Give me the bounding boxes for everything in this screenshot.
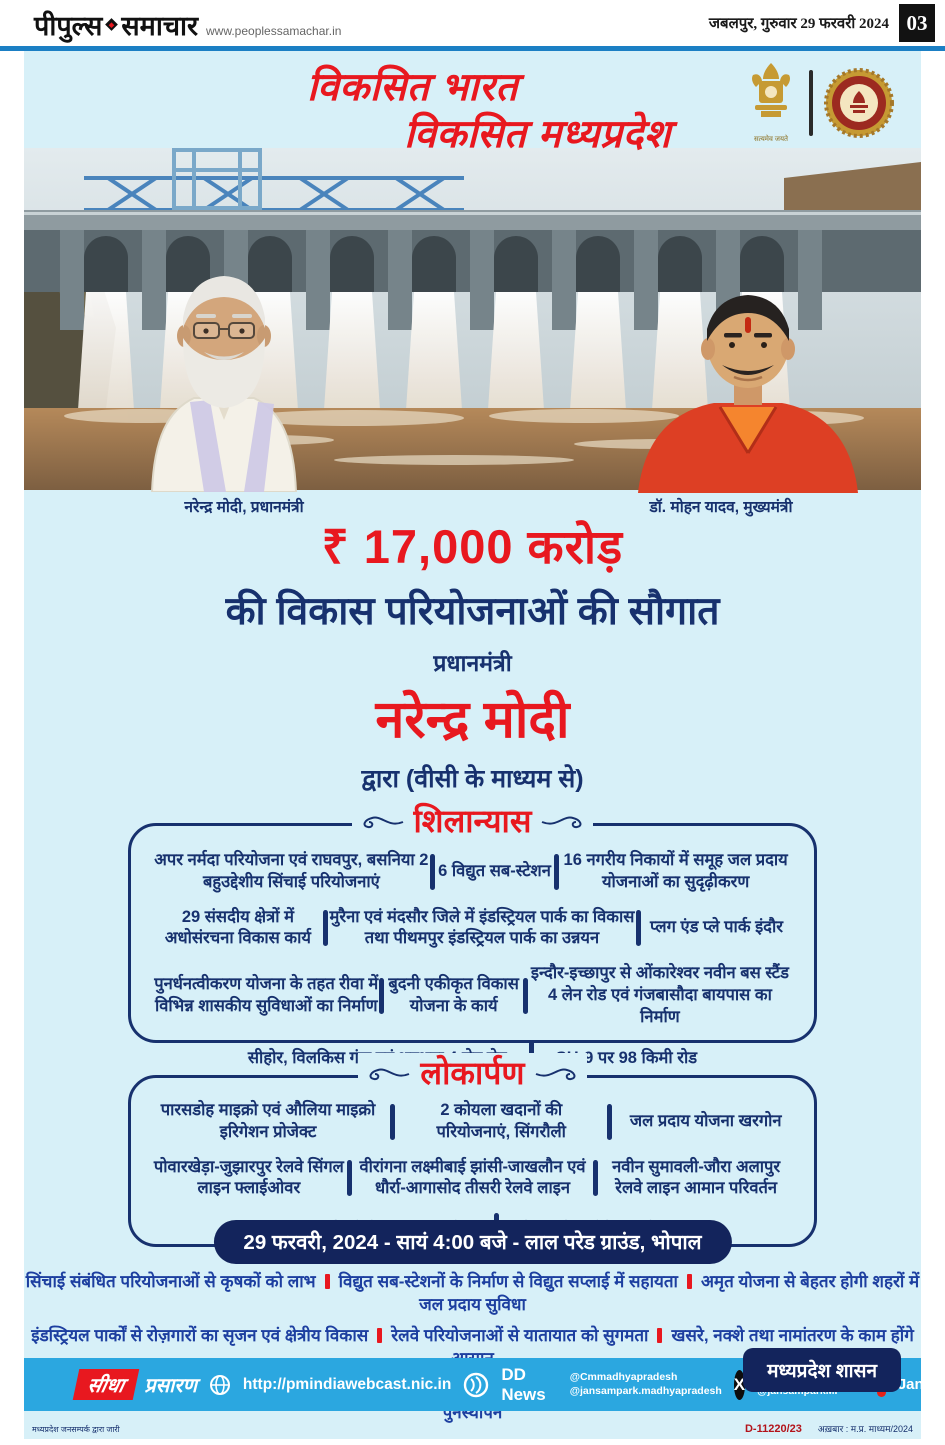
divider [429,853,435,890]
lokarpan-row: पोवारखेड़ा-जुझारपुर रेलवे सिंगल लाइन फ्ल… [153,1157,792,1201]
flourish-left-icon [369,1068,410,1080]
benefit-line: इंडस्ट्रियल पार्कों से रोज़गारों का सृजन… [31,1326,914,1368]
lokarpan-row: पारसडोह माइक्रो एवं औलिया माइक्रो इरिगेश… [153,1100,792,1144]
facebook-handles[interactable]: @Cmmadhyapradesh @jansampark.madhyaprades… [569,1371,722,1397]
project-item: पुनर्धनत्वीकरण योजना के तहत रीवा में विभ… [154,974,379,1015]
webcast-url-link[interactable]: http://pmindiawebcast.nic.in [242,1375,452,1393]
national-emblem-icon [752,63,790,117]
pm-role: , प्रधानमंत्री [242,499,304,516]
emblem-motto: सत्यमेव जयते [753,136,789,143]
shilanyas-row: 29 संसदीय क्षेत्रों में अधोसंरचना विकास … [153,907,792,951]
benefit-line: सिंचाई संबंधित परियोजनाओं से कृषकों को ल… [25,1272,920,1314]
live-label-white: प्रसारण [144,1375,197,1397]
logo-text-2: समाचार [121,11,198,41]
dd-news-label: DD News [501,1364,546,1404]
event-date-venue: 29 फरवरी, 2024 - सायं 4:00 बजे - लाल परे… [213,1220,732,1264]
government-ad: विकसित भारत विकसित मध्यप्रदेश सत [24,51,945,1439]
live-broadcast-badge: सीधा प्रसारण [72,1369,197,1400]
separator [377,1328,383,1343]
project-item: बुदनी एकीकृत विकास योजना के कार्य [388,974,519,1015]
project-item: 6 विद्युत सब-स्टेशन [438,861,551,880]
publication-note: अख़बार : म.प्र. माध्यम/2024 [817,1424,913,1434]
pm-caption: नरेन्द्र मोदी, प्रधानमंत्री [94,495,394,517]
divider [322,910,328,947]
project-item: 29 संसदीय क्षेत्रों में अधोसंरचना विकास … [164,907,311,948]
headline-pm-name: नरेन्द्र मोदी [375,691,570,749]
dd-news-icon [463,1372,489,1398]
slogan-line-1: विकसित भारत [307,66,518,109]
live-label-red: सीधा [72,1369,140,1400]
mp-government-emblem-icon [824,67,894,138]
masthead-dateline: जबलपुर, गुरुवार 29 फरवरी 2024 [708,16,889,32]
broadcast-footer-bar: सीधा प्रसारण http://pmindiawebcast.nic.i… [24,1348,945,1411]
cm-caption: डॉ. मोहन यादव, मुख्यमंत्री [561,495,881,517]
logo-text-1: पीपुल्स [34,11,103,41]
project-item: मुरैना एवं मंदसौर जिले में इंडस्ट्रियल प… [329,907,635,948]
lokarpan-title: लोकार्पण [420,1055,525,1091]
divider [346,1160,352,1197]
masthead: पीपुल्स समाचार www.peoplessamachar.in जबल… [0,0,945,46]
page-number-badge: 03 [899,4,935,42]
ad-headline: ₹ 17,000 करोड़ की विकास परियोजनाओं की सौ… [24,513,921,795]
newspaper-logo[interactable]: पीपुल्स समाचार [34,6,198,43]
divider [636,910,642,947]
project-item: नवीन सुमावली-जौरा अलापुर रेलवे लाइन आमान… [612,1157,781,1198]
imprint-strip: मध्यप्रदेश जनसम्पर्क द्वारा जारी D-11220… [32,1422,913,1435]
shilanyas-row: अपर नर्मदा परियोजना एवं राघवपुर, बसनिया … [153,850,792,894]
issuer-note: मध्यप्रदेश जनसम्पर्क द्वारा जारी [32,1425,120,1434]
masthead-divider [0,46,945,51]
project-item: 2 कोयला खदानों की परियोजनाएं, सिंगरौली [436,1101,566,1141]
mp-government-badge: मध्यप्रदेश शासन [743,1348,901,1392]
lokarpan-section: लोकार्पण पारसडोह माइक्रो एवं औलिया माइक्… [128,1053,817,1264]
flourish-left-icon [363,816,403,828]
pm-modi-photo [150,276,298,492]
separator [657,1328,663,1343]
cm-name: डॉ. मोहन यादव [649,499,735,516]
headline-amount: ₹ 17,000 करोड़ [321,520,624,573]
logo-pin-icon [105,18,119,31]
project-item: प्लग एंड प्ले पार्क इंदौर [650,918,783,937]
divider [593,1160,598,1197]
flourish-right-icon [535,1068,576,1080]
shilanyas-row: पुनर्धनत्वीकरण योजना के तहत रीवा में विभ… [153,963,792,1028]
ad-slogan: विकसित भारत विकसित मध्यप्रदेश [24,66,921,157]
youtube-handle[interactable]: JansamparkMP [897,1376,945,1393]
cm-mohan-yadav-photo [638,295,858,493]
divider [390,1103,396,1140]
project-item: पारसडोह माइक्रो एवं औलिया माइक्रो इरिगेश… [160,1101,376,1141]
divider [522,977,528,1014]
cm-role: , मुख्यमंत्री [734,499,793,516]
headline-by-title: प्रधानमंत्री [433,650,512,676]
project-item: SH-9 पर 98 किमी रोड [555,1049,698,1068]
separator [686,1274,692,1289]
project-item: वीरांगना लक्ष्मीबाई झांसी-जाखलौन एवं धौर… [359,1157,586,1198]
separator [324,1274,330,1289]
emblem-separator [809,69,813,136]
flourish-right-icon [542,816,582,828]
govt-emblems: सत्यमेव जयते [743,61,895,144]
project-item: 16 नगरीय निकायों में समूह जल प्रदाय योजन… [563,851,788,891]
divider [554,853,560,890]
headline-gift: की विकास परियोजनाओं की सौगात [225,590,720,633]
shilanyas-title: शिलान्यास [413,803,532,839]
pm-name: नरेन्द्र मोदी [184,499,243,516]
release-code: D-11220/23 [744,1423,802,1435]
project-item: इन्दौर-इच्छापुर से ओंकारेश्वर नवीन बस स्… [530,964,789,1026]
divider [379,977,385,1014]
project-item: पोवारखेड़ा-जुझारपुर रेलवे सिंगल लाइन फ्ल… [153,1157,344,1198]
project-item: जल प्रदाय योजना खरगोन [629,1111,782,1130]
globe-icon [209,1374,231,1396]
x-twitter-icon[interactable]: X [733,1369,746,1400]
divider [607,1103,613,1140]
masthead-website-link[interactable]: www.peoplessamachar.in [206,24,342,38]
project-item: अपर नर्मदा परियोजना एवं राघवपुर, बसनिया … [154,851,429,891]
slogan-line-2: विकसित मध्यप्रदेश [404,112,671,156]
headline-via: द्वारा (वीसी के माध्यम से) [361,765,584,793]
shilanyas-section: शिलान्यास अपर नर्मदा परियोजना एवं राघवपु… [128,801,817,1078]
